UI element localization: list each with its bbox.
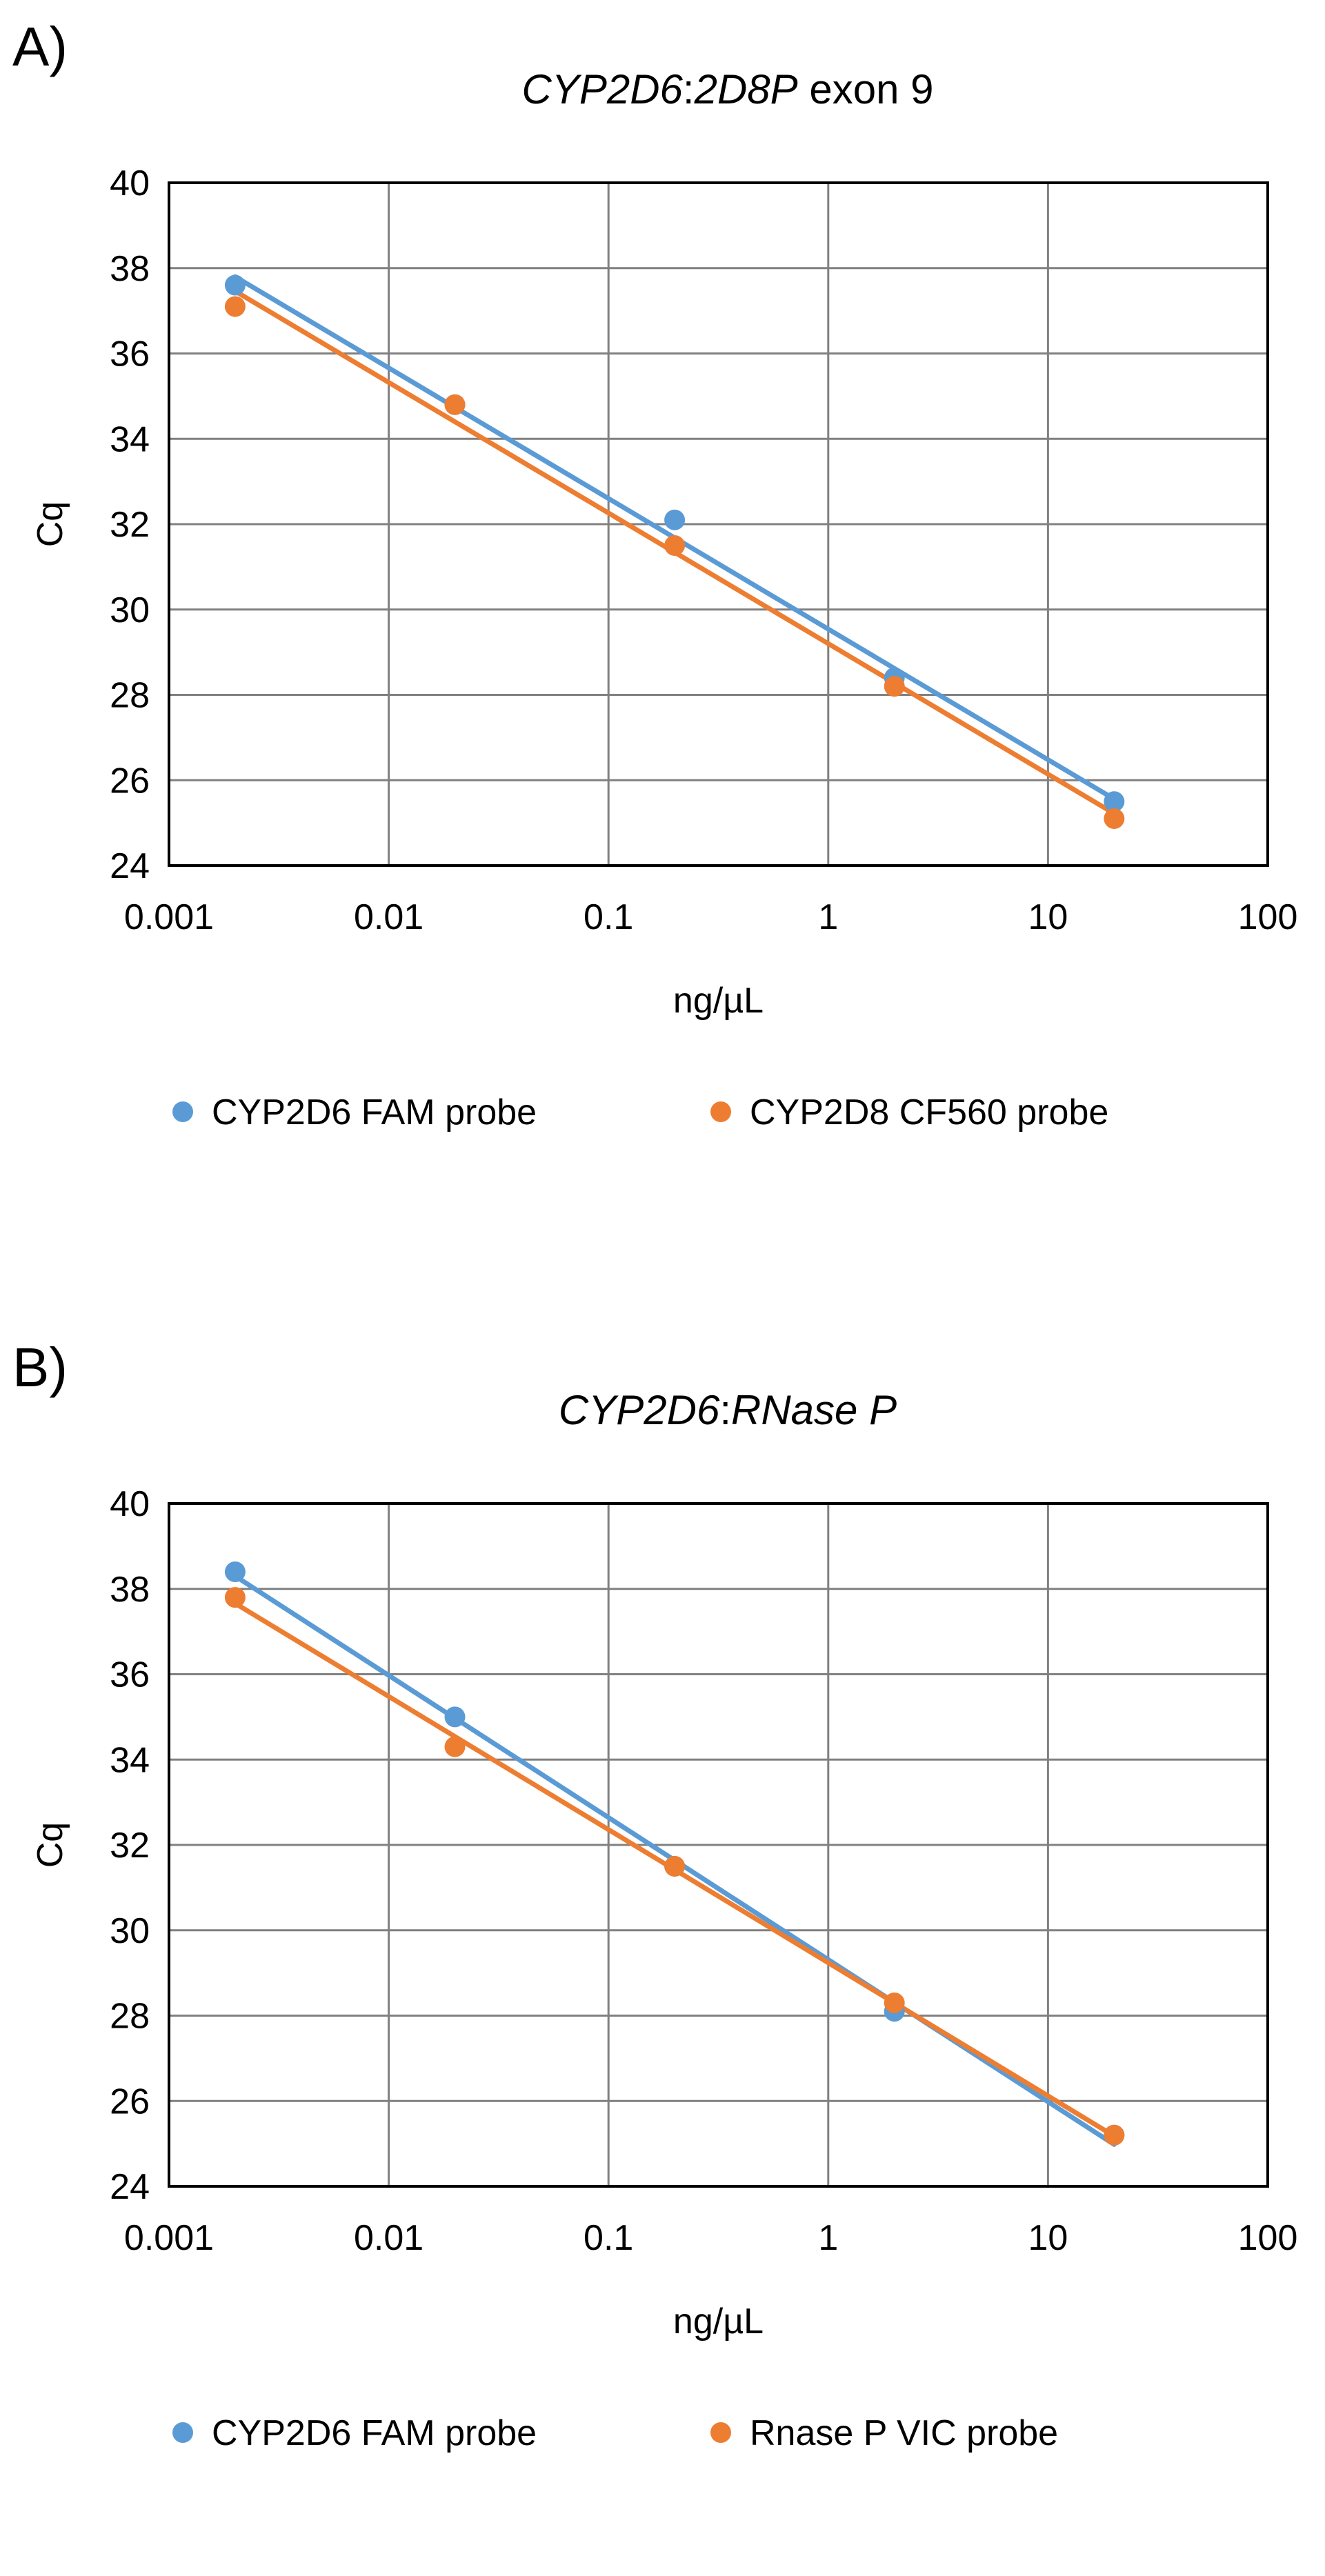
x-tick-label: 0.01 bbox=[354, 897, 424, 937]
panel-label: B) bbox=[12, 1337, 68, 1398]
chart-b-svg: B) CYP2D6:RNase P 0.001 0.01 0.1 1 10 100 24 26 28… bbox=[12, 1337, 1298, 2453]
y-tick-label: 34 bbox=[110, 419, 150, 459]
data-point-series-2 bbox=[884, 676, 905, 697]
data-point-series-2 bbox=[224, 1587, 246, 1608]
chart-panel-a: A) CYP2D6:2D8P exon 9 0.001 0.01 0.1 1 10 100 24… bbox=[0, 0, 1325, 1252]
data-point-series-2 bbox=[444, 1736, 466, 1757]
chart-title-part: exon 9 bbox=[798, 66, 934, 112]
y-tick-label: 40 bbox=[110, 163, 150, 203]
legend-marker bbox=[710, 2422, 731, 2443]
data-point-series-1 bbox=[224, 1561, 246, 1582]
plot-area-border bbox=[168, 1502, 1269, 2188]
data-point-series-2 bbox=[1104, 808, 1125, 829]
chart-title-part: : bbox=[719, 1387, 731, 1433]
y-tick-label: 26 bbox=[110, 2081, 150, 2121]
data-point-series-2 bbox=[224, 296, 246, 317]
y-axis-label: Cq bbox=[30, 501, 70, 547]
data-point-series-1 bbox=[664, 509, 686, 530]
panel-label: A) bbox=[12, 16, 68, 77]
y-tick-label: 40 bbox=[110, 1484, 150, 1524]
legend-marker bbox=[172, 2422, 193, 2443]
y-tick-label: 32 bbox=[110, 505, 150, 545]
y-axis-label: Cq bbox=[30, 1822, 70, 1868]
chart-panel-b: B) CYP2D6:RNase P 0.001 0.01 0.1 1 10 100 24 26 28… bbox=[0, 1321, 1325, 2573]
x-tick-label: 0.1 bbox=[584, 897, 633, 937]
data-point-series-1 bbox=[1104, 791, 1125, 812]
data-point-series-1 bbox=[224, 274, 246, 296]
x-tick-label: 0.001 bbox=[124, 897, 214, 937]
y-tick-label: 38 bbox=[110, 1570, 150, 1610]
plot-area-border bbox=[168, 181, 1269, 867]
chart-a-svg: A) CYP2D6:2D8P exon 9 0.001 0.01 0.1 1 10 100 24… bbox=[12, 16, 1298, 1132]
x-axis-label: ng/µL bbox=[673, 981, 764, 1021]
y-tick-label: 36 bbox=[110, 1655, 150, 1695]
chart-title-part: CYP2D6 bbox=[521, 66, 683, 112]
y-tick-label: 32 bbox=[110, 1826, 150, 1866]
y-tick-label: 26 bbox=[110, 761, 150, 801]
legend-marker bbox=[172, 1101, 193, 1122]
chart-title-part: : bbox=[683, 66, 695, 112]
chart-title: CYP2D6:RNase P bbox=[559, 1387, 897, 1433]
data-point-series-2 bbox=[444, 394, 466, 415]
x-axis-label: ng/µL bbox=[673, 2302, 764, 2342]
chart-title: CYP2D6:2D8P exon 9 bbox=[521, 66, 933, 112]
legend-label: Rnase P VIC probe bbox=[750, 2413, 1058, 2453]
x-tick-label: 10 bbox=[1028, 2218, 1068, 2258]
y-tick-label: 28 bbox=[110, 676, 150, 716]
legend-label: CYP2D6 FAM probe bbox=[212, 2413, 537, 2453]
data-point-series-1 bbox=[444, 1706, 466, 1728]
y-tick-label: 30 bbox=[110, 590, 150, 630]
y-tick-label: 30 bbox=[110, 1911, 150, 1951]
y-tick-label: 28 bbox=[110, 1997, 150, 2037]
data-point-series-2 bbox=[664, 535, 686, 556]
x-tick-label: 0.01 bbox=[354, 2218, 424, 2258]
legend-marker bbox=[710, 1101, 731, 1122]
legend-label: CYP2D8 CF560 probe bbox=[750, 1092, 1108, 1132]
y-tick-label: 36 bbox=[110, 335, 150, 375]
x-tick-label: 100 bbox=[1238, 897, 1298, 937]
x-tick-label: 0.001 bbox=[124, 2218, 214, 2258]
chart-title-part: 2D8P bbox=[694, 66, 798, 112]
x-tick-label: 100 bbox=[1238, 2218, 1298, 2258]
chart-title-part: CYP2D6 bbox=[559, 1387, 720, 1433]
x-tick-label: 10 bbox=[1028, 897, 1068, 937]
x-tick-label: 1 bbox=[818, 897, 838, 937]
data-point-series-2 bbox=[1104, 2124, 1125, 2146]
data-point-series-2 bbox=[664, 1855, 686, 1877]
data-point-series-2 bbox=[884, 1992, 905, 2013]
y-tick-label: 34 bbox=[110, 1740, 150, 1780]
y-tick-label: 24 bbox=[110, 846, 150, 886]
x-tick-label: 0.1 bbox=[584, 2218, 633, 2258]
y-tick-label: 38 bbox=[110, 249, 150, 289]
x-tick-label: 1 bbox=[818, 2218, 838, 2258]
chart-title-part: RNase P bbox=[731, 1387, 897, 1433]
y-tick-label: 24 bbox=[110, 2167, 150, 2207]
legend-label: CYP2D6 FAM probe bbox=[212, 1092, 537, 1132]
